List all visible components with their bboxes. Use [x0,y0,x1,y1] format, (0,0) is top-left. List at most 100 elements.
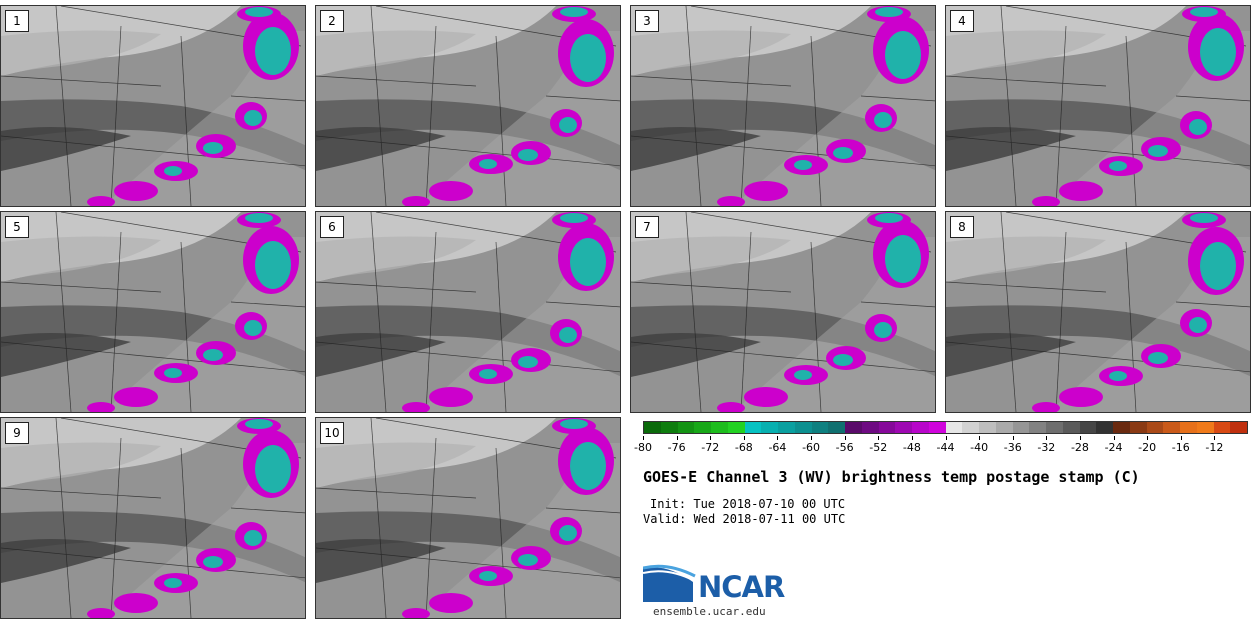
colorbar-segment [660,422,678,433]
member-panel: 9 [0,417,306,619]
colorbar-segment [778,422,795,433]
member-panel: 7 [630,211,936,413]
panel-number: 9 [5,422,29,444]
colorbar-segment [962,422,979,433]
colorbar-tick-label: -24 [1104,441,1123,454]
colorbar-segment [845,422,862,433]
colorbar-tick-label: -64 [768,441,787,454]
colorbar-tick [1147,436,1149,440]
colorbar-tick-label: -52 [869,441,888,454]
valid-time: Valid: Wed 2018-07-11 00 UTC [643,512,846,526]
colorbar-segment [1213,422,1231,433]
panel-number: 8 [950,216,974,238]
colorbar-segment [1180,422,1197,433]
ncar-logo [643,564,696,602]
colorbar-segment [1129,422,1147,433]
panel-number: 2 [320,10,344,32]
colorbar-tick [1079,436,1081,440]
panel-number: 6 [320,216,344,238]
member-panel: 5 [0,211,306,413]
colorbar-tick [911,436,913,440]
wv-map [316,6,620,206]
colorbar-tick-label: -12 [1205,441,1224,454]
colorbar-segment [1196,422,1214,433]
colorbar-tick-label: -36 [1003,441,1022,454]
member-panel: 10 [315,417,621,619]
wv-map [631,212,935,412]
ensemble-url: ensemble.ucar.edu [653,605,766,618]
colorbar-tick [643,436,644,440]
wv-map [946,212,1250,412]
panel-number: 7 [635,216,659,238]
panel-number: 1 [5,10,29,32]
member-panel: 1 [0,5,306,207]
colorbar-tick [743,436,745,440]
colorbar-tick [676,436,678,440]
colorbar-tick-label: -68 [734,441,753,454]
colorbar-segment [761,422,778,433]
colorbar-segment [694,422,711,433]
wv-map [316,418,620,618]
colorbar-segment [1096,422,1113,433]
member-panel: 8 [945,211,1251,413]
figure-title: GOES-E Channel 3 (WV) brightness temp po… [643,468,1140,486]
wv-map [1,418,305,618]
member-panel: 4 [945,5,1251,207]
colorbar-segment [945,422,963,433]
colorbar-segment [744,422,762,433]
colorbar-segment [1046,422,1063,433]
panel-number: 3 [635,10,659,32]
colorbar-tick [945,436,947,440]
member-panel: 3 [630,5,936,207]
colorbar-segment [1062,422,1080,433]
colorbar-tick-label: -76 [667,441,686,454]
colorbar-segment [878,422,896,433]
colorbar [643,421,1248,434]
colorbar-tick-label: -20 [1138,441,1157,454]
colorbar-tick-label: -44 [936,441,955,454]
panel-number: 4 [950,10,974,32]
colorbar-segment [1230,422,1247,433]
colorbar-segment [1012,422,1030,433]
colorbar-segment [1163,422,1180,433]
init-time: Init: Tue 2018-07-10 00 UTC [650,497,846,511]
colorbar-tick-label: -60 [802,441,821,454]
colorbar-tick-label: -32 [1037,441,1056,454]
colorbar-segment [727,422,745,433]
colorbar-segment [644,422,661,433]
ncar-logo-text: NCAR [698,570,785,604]
colorbar-tick [878,436,880,440]
member-panel: 2 [315,5,621,207]
colorbar-tick-label: -28 [1070,441,1089,454]
colorbar-segment [677,422,695,433]
colorbar-segment [861,422,879,433]
colorbar-tick-label: -72 [701,441,720,454]
colorbar-tick [710,436,712,440]
panel-number: 10 [320,422,344,444]
colorbar-tick [777,436,779,440]
colorbar-tick [979,436,981,440]
colorbar-segment [711,422,728,433]
colorbar-segment [1079,422,1097,433]
panel-number: 5 [5,216,29,238]
wv-map [1,6,305,206]
colorbar-tick [1180,436,1182,440]
member-panel: 6 [315,211,621,413]
colorbar-segment [1029,422,1046,433]
colorbar-tick [844,436,846,440]
wv-map [316,212,620,412]
colorbar-tick-label: -80 [634,441,652,454]
colorbar-tick [1113,436,1115,440]
colorbar-tick-label: -48 [902,441,921,454]
colorbar-segment [995,422,1013,433]
colorbar-segment [979,422,996,433]
colorbar-tick [811,436,813,440]
wv-map [1,212,305,412]
colorbar-segment [794,422,812,433]
colorbar-segment [811,422,829,433]
colorbar-segment [912,422,929,433]
wv-map [631,6,935,206]
colorbar-segment [928,422,946,433]
wv-map [946,6,1250,206]
colorbar-tick-label: -40 [970,441,989,454]
